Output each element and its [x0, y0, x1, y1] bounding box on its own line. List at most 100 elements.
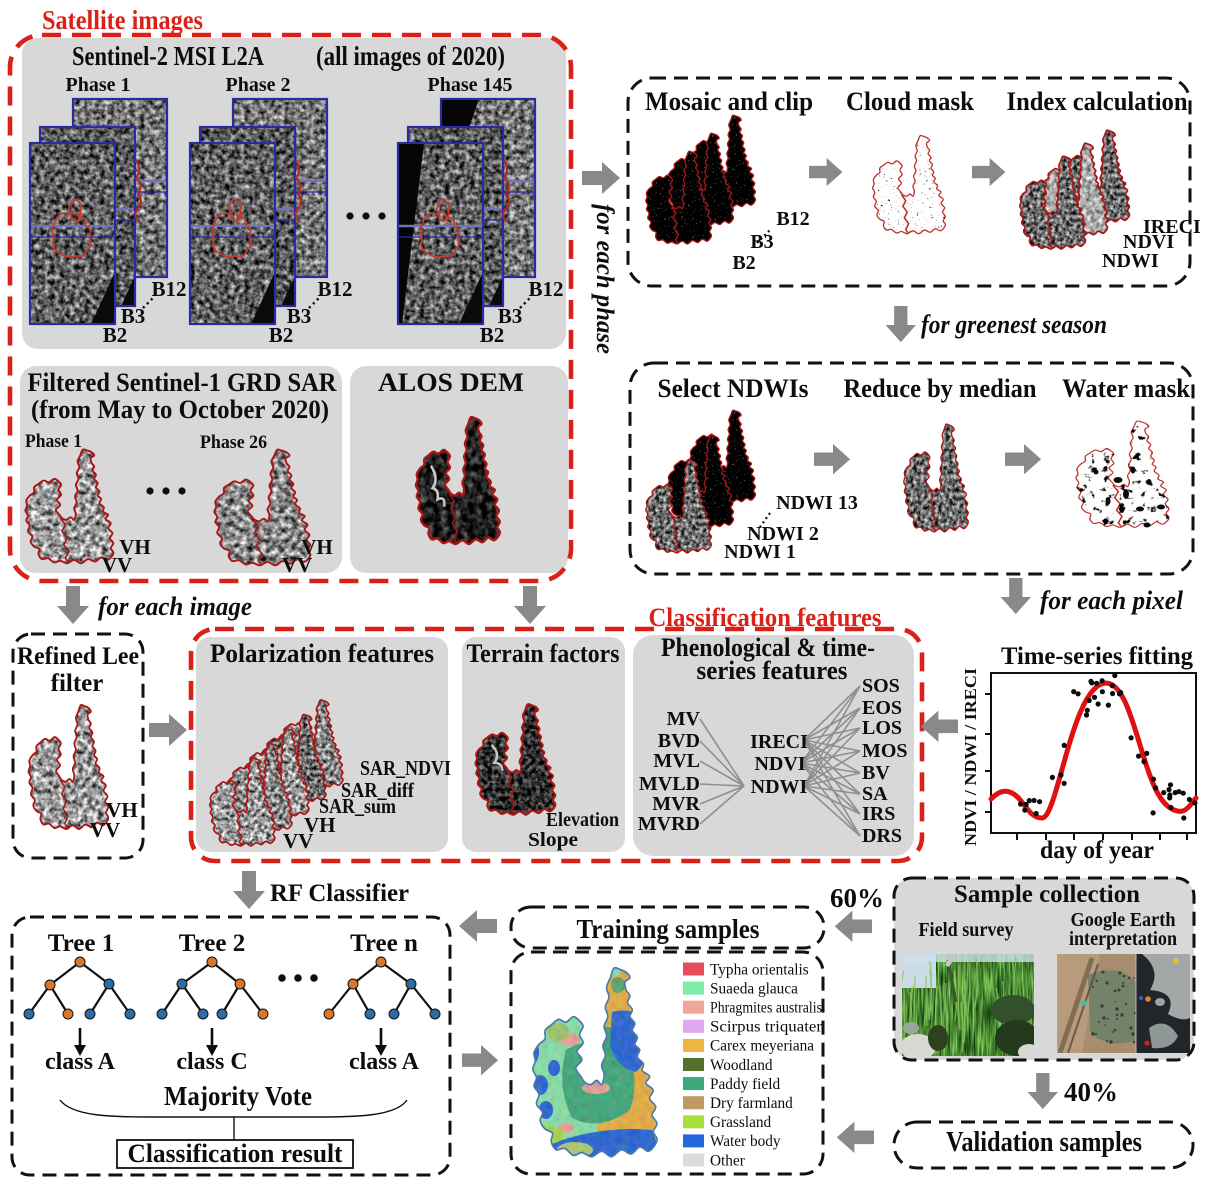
- svg-text:B2: B2: [732, 252, 755, 274]
- svg-text:Elevation: Elevation: [546, 809, 619, 831]
- svg-text:Paddy field: Paddy field: [710, 1076, 780, 1093]
- svg-text:Typha orientalis: Typha orientalis: [710, 961, 809, 978]
- svg-text:B3: B3: [121, 304, 146, 328]
- svg-text:interpretation: interpretation: [1069, 928, 1177, 950]
- svg-text:Sample collection: Sample collection: [954, 881, 1140, 908]
- svg-text:(from May to October 2020): (from May to October 2020): [31, 395, 329, 424]
- svg-text:Suaeda glauca: Suaeda glauca: [710, 980, 798, 997]
- svg-text:B2: B2: [103, 323, 128, 347]
- svg-text:Tree 1: Tree 1: [48, 930, 114, 957]
- svg-text:B3: B3: [287, 304, 312, 328]
- svg-text:NDVI / NDWI / IRECI: NDVI / NDWI / IRECI: [961, 668, 980, 846]
- svg-text:VH: VH: [106, 798, 138, 822]
- svg-text:Cloud mask: Cloud mask: [846, 87, 975, 116]
- svg-text:Dry farmland: Dry farmland: [710, 1095, 793, 1112]
- svg-text:NDVI: NDVI: [1123, 231, 1174, 253]
- svg-text:B2: B2: [269, 323, 294, 347]
- svg-text:60%: 60%: [830, 883, 884, 913]
- svg-text:Polarization features: Polarization features: [210, 639, 434, 668]
- svg-text:Phenological & time-: Phenological & time-: [661, 633, 875, 662]
- svg-text:SAR_diff: SAR_diff: [341, 778, 415, 802]
- svg-text:B12: B12: [317, 277, 352, 301]
- svg-text:RF Classifier: RF Classifier: [270, 880, 409, 907]
- svg-text:Phase 26: Phase 26: [200, 432, 267, 453]
- svg-text:Training samples: Training samples: [577, 914, 760, 944]
- svg-text:BV: BV: [862, 762, 890, 784]
- svg-text:B2: B2: [480, 323, 505, 347]
- svg-text:series features: series features: [697, 656, 848, 685]
- svg-text:Woodland: Woodland: [710, 1057, 773, 1074]
- svg-text:VH: VH: [304, 813, 336, 837]
- svg-text:IRECI: IRECI: [1143, 216, 1201, 238]
- svg-text:(all images of 2020): (all images of 2020): [316, 41, 505, 71]
- svg-text:NDWI 13: NDWI 13: [776, 492, 858, 514]
- svg-text:VV: VV: [90, 818, 120, 842]
- svg-text:SA: SA: [862, 783, 888, 805]
- svg-text:BVD: BVD: [658, 730, 700, 752]
- svg-text:Water body: Water body: [710, 1133, 781, 1150]
- svg-text:for each phase: for each phase: [591, 204, 618, 354]
- svg-text:Grassland: Grassland: [710, 1114, 772, 1131]
- svg-text:for each image: for each image: [98, 592, 252, 621]
- svg-text:NDWI: NDWI: [751, 776, 808, 798]
- svg-text:MV: MV: [667, 708, 701, 730]
- svg-text:Index calculation: Index calculation: [1007, 87, 1188, 116]
- svg-text:IRECI: IRECI: [750, 731, 808, 753]
- svg-text:NDWI: NDWI: [1102, 250, 1159, 272]
- svg-text:MVR: MVR: [652, 793, 700, 815]
- svg-text:B12: B12: [528, 277, 563, 301]
- svg-text:MOS: MOS: [862, 740, 908, 762]
- svg-text:for greenest season: for greenest season: [921, 310, 1107, 339]
- svg-text:Google Earth: Google Earth: [1071, 909, 1176, 931]
- svg-text:Tree 2: Tree 2: [179, 930, 245, 957]
- svg-text:MVLD: MVLD: [639, 773, 700, 795]
- svg-text:B12: B12: [776, 208, 809, 230]
- svg-text:Tree n: Tree n: [350, 930, 418, 957]
- svg-text:Phase 145: Phase 145: [428, 74, 513, 96]
- svg-text:NDWI 2: NDWI 2: [747, 523, 819, 545]
- svg-text:B3: B3: [750, 231, 773, 253]
- svg-text:Phase 2: Phase 2: [226, 74, 291, 96]
- svg-text:filter: filter: [51, 670, 104, 697]
- svg-text:Field survey: Field survey: [919, 919, 1014, 941]
- svg-text:EOS: EOS: [862, 697, 902, 719]
- svg-text:SAR_NDVI: SAR_NDVI: [360, 756, 451, 780]
- svg-text:Validation samples: Validation samples: [946, 1127, 1142, 1158]
- svg-text:Time-series fitting: Time-series fitting: [1001, 643, 1193, 670]
- svg-text:Terrain factors: Terrain factors: [467, 639, 620, 668]
- svg-text:IRS: IRS: [862, 803, 895, 825]
- svg-text:Slope: Slope: [528, 829, 578, 851]
- svg-text:Scirpus triquater: Scirpus triquater: [710, 1019, 822, 1036]
- svg-text:MVRD: MVRD: [638, 813, 700, 835]
- svg-text:class A: class A: [349, 1049, 420, 1075]
- svg-text:Satellite images: Satellite images: [42, 5, 203, 35]
- svg-text:for each pixel: for each pixel: [1040, 586, 1184, 615]
- svg-text:Sentinel-2 MSI L2A: Sentinel-2 MSI L2A: [72, 41, 264, 71]
- svg-text:VV: VV: [283, 829, 313, 853]
- svg-text:ALOS DEM: ALOS DEM: [378, 368, 524, 397]
- svg-text:Filtered Sentinel-1 GRD SAR: Filtered Sentinel-1 GRD SAR: [28, 368, 337, 397]
- svg-text:NDVI: NDVI: [754, 753, 805, 775]
- svg-text:Select NDWIs: Select NDWIs: [658, 374, 809, 403]
- svg-text:class A: class A: [45, 1049, 116, 1075]
- svg-text:DRS: DRS: [862, 825, 902, 847]
- svg-text:MVL: MVL: [653, 750, 700, 772]
- svg-text:NDWI 1: NDWI 1: [724, 541, 796, 563]
- svg-text:40%: 40%: [1064, 1077, 1118, 1107]
- svg-text:Phragmites australis: Phragmites australis: [710, 1000, 822, 1017]
- svg-text:VV: VV: [282, 553, 312, 577]
- svg-text:SOS: SOS: [862, 675, 900, 697]
- svg-text:VH: VH: [301, 535, 333, 559]
- svg-text:day of year: day of year: [1040, 837, 1154, 864]
- svg-text:B12: B12: [151, 277, 186, 301]
- svg-text:Carex meyeriana: Carex meyeriana: [710, 1038, 814, 1055]
- svg-text:class C: class C: [176, 1049, 247, 1075]
- svg-text:VH: VH: [119, 535, 151, 559]
- svg-text:VV: VV: [102, 553, 132, 577]
- svg-text:Majority Vote: Majority Vote: [164, 1081, 312, 1111]
- svg-text:LOS: LOS: [862, 717, 902, 739]
- svg-text:Other: Other: [710, 1152, 745, 1169]
- svg-text:Mosaic and clip: Mosaic and clip: [645, 87, 813, 116]
- svg-text:Refined Lee: Refined Lee: [17, 643, 139, 670]
- svg-text:Water mask: Water mask: [1062, 374, 1191, 403]
